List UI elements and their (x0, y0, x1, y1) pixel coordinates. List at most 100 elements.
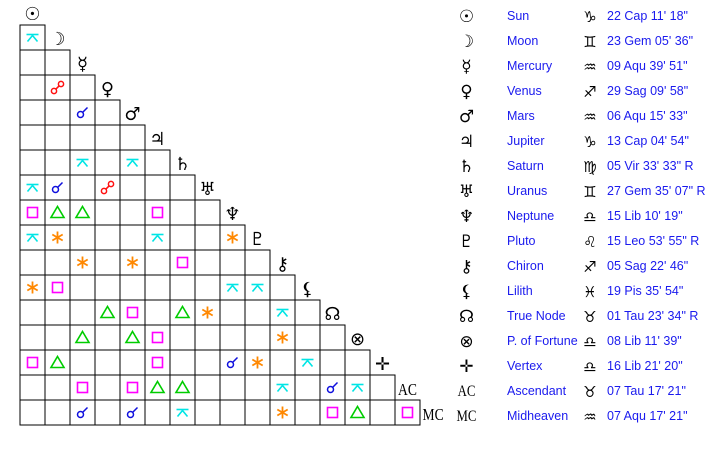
grid-cell (169, 349, 196, 376)
grid-cell (69, 224, 96, 251)
trine-aspect-icon (124, 329, 141, 344)
grid-cell (69, 374, 96, 401)
planet-row-ascendant: AC Ascendant ♉ 07 Tau 17' 21" (454, 380, 705, 405)
grid-cell (344, 374, 371, 401)
grid-cell (294, 374, 321, 401)
grid-cell (294, 349, 321, 376)
planet-position: 07 Tau 17' 21" (607, 384, 686, 398)
semisextile-aspect-icon (126, 158, 139, 168)
libra-icon: ♎ (583, 358, 597, 376)
planet-row-mars: ♂ Mars ♒ 06 Aqu 15' 33" (454, 105, 705, 130)
planet-row-neptune: ♆ Neptune ♎ 15 Lib 10' 19" (454, 205, 705, 230)
grid-cell (44, 199, 71, 226)
leo-icon: ♌ (583, 233, 597, 251)
grid-cell (44, 149, 71, 176)
square-aspect-icon (326, 406, 339, 419)
sun-icon: ☉ (24, 4, 41, 25)
semisextile-aspect-icon (301, 358, 314, 368)
part-of-fortune-icon: ⊗ (349, 329, 366, 350)
saturn-icon: ♄ (174, 154, 191, 175)
grid-cell (19, 24, 46, 51)
grid-cell (94, 149, 121, 176)
planet-name: Mercury (507, 59, 553, 73)
sextile-aspect-icon (76, 256, 89, 269)
planet-position: 19 Pis 35' 54" (607, 284, 684, 298)
libra-icon: ♎ (583, 208, 597, 226)
grid-cell (44, 399, 71, 426)
grid-cell (194, 274, 221, 301)
grid-cell (19, 399, 46, 426)
trine-aspect-icon (349, 404, 366, 419)
venus-icon: ♀ (460, 82, 473, 102)
grid-cell (44, 99, 71, 126)
grid-cell (219, 374, 246, 401)
libra-icon: ♎ (583, 333, 597, 351)
conjunction-aspect-icon (226, 356, 239, 369)
ascendant-icon: AC (457, 383, 476, 400)
sextile-aspect-icon (251, 356, 264, 369)
grid-cell (144, 324, 171, 351)
semisextile-aspect-icon (251, 283, 264, 293)
grid-cell (69, 124, 96, 151)
mercury-icon: ☿ (76, 54, 89, 75)
grid-cell (219, 399, 246, 426)
grid-cell (344, 399, 371, 426)
aquarius-icon: ♒ (583, 108, 597, 126)
grid-cell (144, 199, 171, 226)
planet-name: Neptune (507, 209, 555, 223)
gemini-icon: ♊ (583, 183, 597, 201)
grid-cell (294, 324, 321, 351)
chiron-icon: ⚷ (275, 254, 290, 275)
grid-cell (169, 249, 196, 276)
semisextile-aspect-icon (276, 383, 289, 393)
opposition-aspect-icon (50, 80, 65, 95)
taurus-icon: ♉ (583, 308, 597, 326)
pluto-icon: ♇ (249, 229, 266, 250)
planet-name: Chiron (507, 259, 544, 273)
grid-cell (169, 274, 196, 301)
planet-row-midheaven: MC Midheaven ♒ 07 Aqu 17' 21" (454, 405, 705, 430)
grid-cell (44, 274, 71, 301)
planet-row-vertex: ✛ Vertex ♎ 16 Lib 21' 20" (454, 355, 705, 380)
grid-cell (194, 349, 221, 376)
grid-cell (69, 324, 96, 351)
planet-position: 29 Sag 09' 58" (607, 84, 689, 98)
semisextile-aspect-icon (276, 308, 289, 318)
planet-row-true-node: ☊ True Node ♉ 01 Tau 23' 34" R (454, 305, 705, 330)
grid-cell (144, 299, 171, 326)
grid-cell (169, 399, 196, 426)
grid-cell (219, 249, 246, 276)
ascendant-icon: AC (398, 380, 417, 399)
grid-cell (69, 149, 96, 176)
conjunction-aspect-icon (76, 406, 89, 419)
grid-cell (169, 374, 196, 401)
grid-cell (69, 199, 96, 226)
planet-position: 15 Lib 10' 19" (607, 209, 683, 223)
planet-row-uranus: ♅ Uranus ♊ 27 Gem 35' 07" R (454, 180, 705, 205)
grid-cell (94, 99, 121, 126)
grid-cell (244, 299, 271, 326)
moon-icon: ☽ (458, 32, 475, 52)
mars-icon: ♂ (458, 107, 475, 127)
trine-aspect-icon (99, 304, 116, 319)
planet-name: Jupiter (507, 134, 545, 148)
grid-cell (19, 324, 46, 351)
trine-aspect-icon (49, 354, 66, 369)
grid-cell (44, 349, 71, 376)
mars-icon: ♂ (124, 104, 141, 125)
grid-cell (94, 124, 121, 151)
planet-row-pluto: ♇ Pluto ♌ 15 Leo 53' 55" R (454, 230, 705, 255)
sextile-aspect-icon (51, 231, 64, 244)
trine-aspect-icon (174, 304, 191, 319)
aspect-grid (19, 24, 421, 426)
planet-name: Pluto (507, 234, 536, 248)
semisextile-aspect-icon (226, 283, 239, 293)
planet-name: True Node (507, 309, 566, 323)
sextile-aspect-icon (226, 231, 239, 244)
grid-cell (144, 399, 171, 426)
venus-icon: ♀ (100, 79, 115, 100)
trine-aspect-icon (149, 379, 166, 394)
semisextile-aspect-icon (151, 233, 164, 243)
grid-cell (19, 149, 46, 176)
grid-cell (194, 399, 221, 426)
